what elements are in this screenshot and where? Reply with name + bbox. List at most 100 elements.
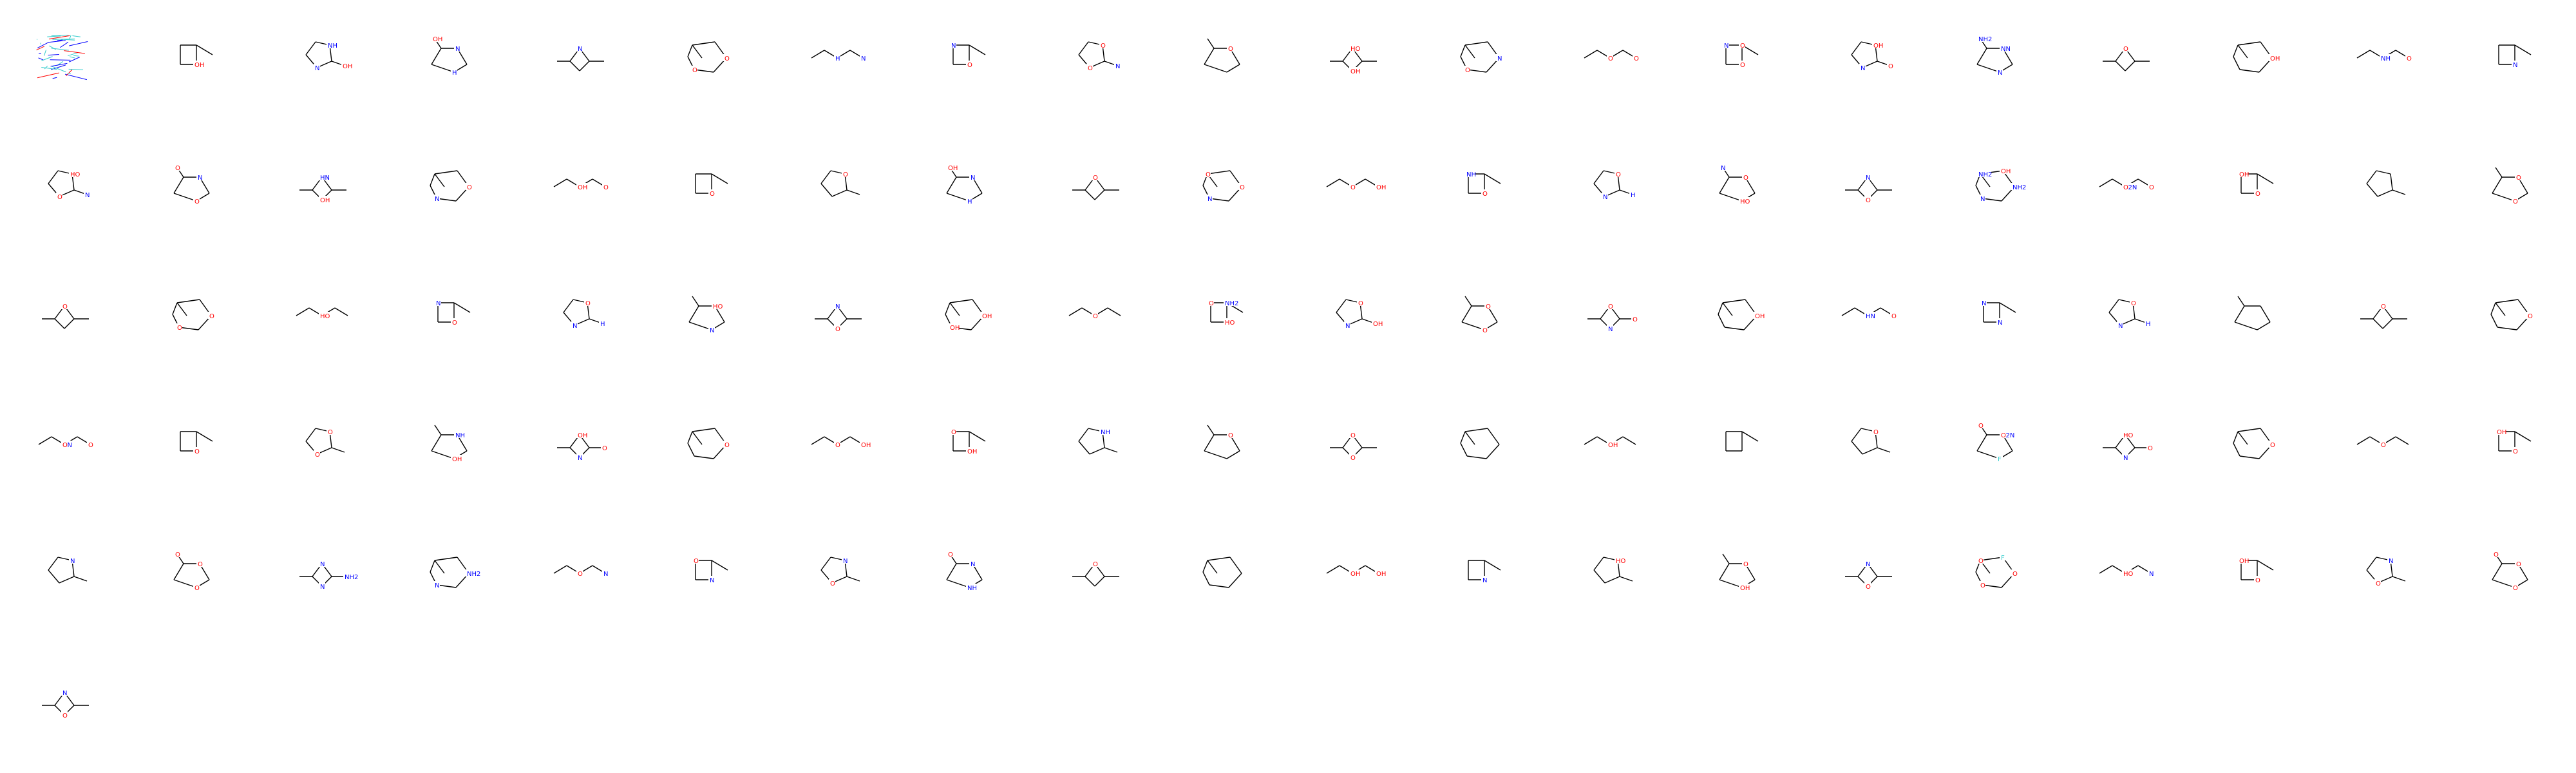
molecule-26: O: [805, 161, 876, 219]
atom-label: O: [57, 194, 62, 201]
molecule-78: O: [2351, 419, 2421, 477]
molecule-54: HN O: [1835, 290, 1906, 348]
molecule-62: OO: [290, 419, 361, 477]
molecule-84: ON: [547, 548, 618, 606]
molecule-41: OO: [161, 290, 232, 348]
atom-label: O: [578, 184, 583, 191]
atom-label: NH: [2381, 55, 2391, 62]
atom-label: N: [320, 584, 325, 591]
molecule-88: O: [1063, 548, 1133, 606]
bond: [1090, 448, 1104, 454]
atom-label: N: [85, 192, 90, 199]
molecule-63: NHOH: [419, 419, 489, 477]
atom-label: O: [1873, 429, 1879, 436]
cluster-bond: [51, 63, 68, 66]
bond: [832, 190, 847, 196]
atom-label: N: [2513, 62, 2517, 69]
atom-label: N: [2389, 558, 2393, 565]
bond: [2125, 61, 2135, 71]
atom-label: O: [1228, 46, 1233, 53]
molecule-39: OO: [2479, 161, 2550, 219]
atom-label: OH: [1873, 43, 1883, 50]
cluster-bond: [73, 55, 79, 56]
bond: [1095, 577, 1104, 586]
bond: [1462, 306, 1472, 322]
molecule-30: O OH: [1320, 161, 1391, 219]
molecule-87: NNHO: [934, 548, 1005, 606]
atom-label: N: [62, 690, 67, 697]
atom-label: N: [70, 558, 75, 565]
atom-label: O: [194, 198, 200, 205]
bond: [1203, 572, 1209, 585]
molecule-44: ON H: [547, 290, 618, 348]
bond: [811, 437, 824, 444]
atom-label: N: [2123, 455, 2128, 462]
bond: [2497, 327, 2517, 330]
bond: [2492, 564, 2502, 580]
bond: [1620, 577, 1633, 581]
cluster-bond: [69, 69, 83, 70]
bond: [1719, 177, 1729, 193]
bond: [48, 557, 58, 570]
atom-label: O: [1978, 558, 1984, 565]
molecule-3: NHOH: [419, 32, 489, 90]
atom-label: NH2: [345, 574, 358, 581]
bond: [1227, 451, 1240, 459]
molecule-35: NH2NNH2 OH: [1964, 161, 2035, 219]
molecule-4: N: [547, 32, 618, 90]
atom-label: H: [835, 55, 840, 62]
atom-label: O: [1980, 582, 1985, 589]
bond: [2496, 167, 2502, 177]
bond: [1842, 308, 1855, 316]
bond: [692, 428, 715, 432]
molecule-77: O: [2222, 419, 2293, 477]
atom-label: O: [1633, 316, 1638, 323]
cluster-bond: [70, 57, 75, 58]
molecule-11: NO: [1449, 32, 1520, 90]
bond: [59, 577, 74, 583]
molecule-5: OO: [676, 32, 747, 90]
molecule-89: [1191, 548, 1262, 606]
bond: [74, 577, 87, 581]
bond: [1977, 64, 2000, 72]
bond: [564, 300, 573, 312]
atom-label: OH: [2270, 55, 2280, 62]
atom-label: N: [1998, 320, 2002, 327]
atom-label: OH: [2239, 558, 2249, 565]
bond: [570, 61, 580, 71]
atom-label: NH: [967, 585, 977, 592]
bond: [1484, 174, 1501, 184]
bond: [1069, 308, 1082, 316]
bond: [2240, 70, 2259, 72]
bond: [454, 303, 470, 312]
atom-label: O: [724, 442, 730, 449]
bond: [1605, 577, 1620, 583]
bond: [1108, 308, 1121, 316]
bond: [1980, 557, 2003, 560]
bond: [431, 435, 441, 451]
bond: [821, 184, 832, 196]
molecule-40: O: [32, 290, 103, 348]
atom-label: OH: [2239, 171, 2249, 178]
molecule-18: OONH: [2351, 32, 2421, 90]
bond: [1723, 303, 1732, 316]
molecule-74: O: [1835, 419, 1906, 477]
atom-label: O: [62, 712, 68, 720]
cluster-bond: [60, 42, 68, 47]
atom-label: HO: [1616, 558, 1626, 565]
atom-label: H: [1631, 192, 1636, 199]
bond: [2391, 174, 2392, 190]
cluster-bond: [65, 74, 87, 80]
atom-label: HO: [320, 313, 330, 320]
cluster-bond: [48, 54, 59, 55]
bond: [2378, 190, 2392, 196]
atom-label: N: [710, 327, 714, 334]
bond: [1327, 566, 1340, 573]
bond: [1465, 296, 1472, 306]
atom-label: HO: [2123, 432, 2134, 439]
atom-label: NH2: [1978, 36, 1992, 43]
molecule-24: OHOO: [547, 161, 618, 219]
atom-label: O: [198, 561, 203, 568]
atom-label: O: [1740, 62, 1745, 69]
bond: [174, 193, 196, 201]
